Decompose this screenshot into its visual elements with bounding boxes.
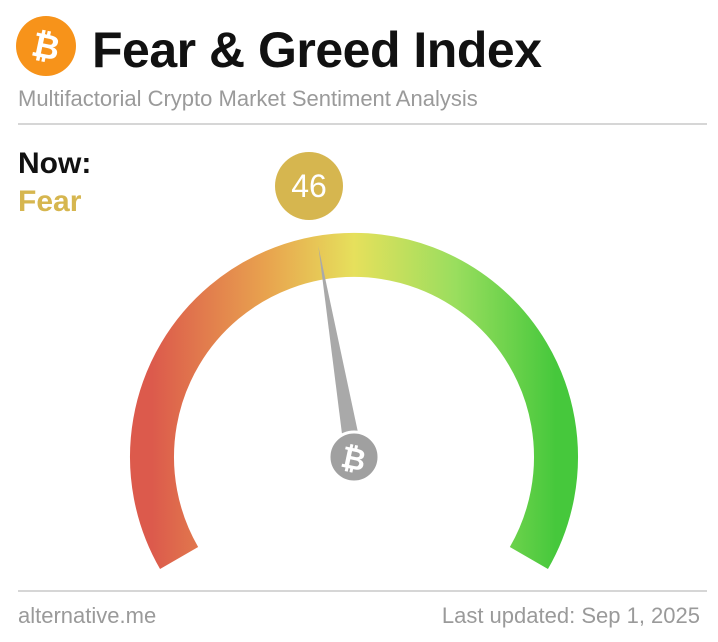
page-title: Fear & Greed Index xyxy=(92,22,542,78)
bitcoin-logo-icon: ₿ xyxy=(16,16,76,76)
last-updated: Last updated: Sep 1, 2025 xyxy=(442,603,700,629)
sentiment-gauge: 46 ₿ xyxy=(130,152,578,569)
now-label: Now: xyxy=(18,147,92,180)
gauge-arc xyxy=(130,232,578,569)
gauge-needle xyxy=(318,246,363,459)
source-link[interactable]: alternative.me xyxy=(18,603,157,628)
value-badge: 46 xyxy=(275,152,343,220)
gauge-hub: ₿ xyxy=(327,430,381,484)
sentiment-classification: Fear xyxy=(18,185,82,218)
last-updated-label: Last updated: xyxy=(441,603,576,628)
header-divider xyxy=(18,123,707,125)
gauge-value: 46 xyxy=(291,168,327,204)
last-updated-date: Sep 1, 2025 xyxy=(581,603,700,628)
bitcoin-icon: ₿ xyxy=(28,25,63,70)
footer-divider xyxy=(18,590,707,592)
page-subtitle: Multifactorial Crypto Market Sentiment A… xyxy=(18,86,478,111)
